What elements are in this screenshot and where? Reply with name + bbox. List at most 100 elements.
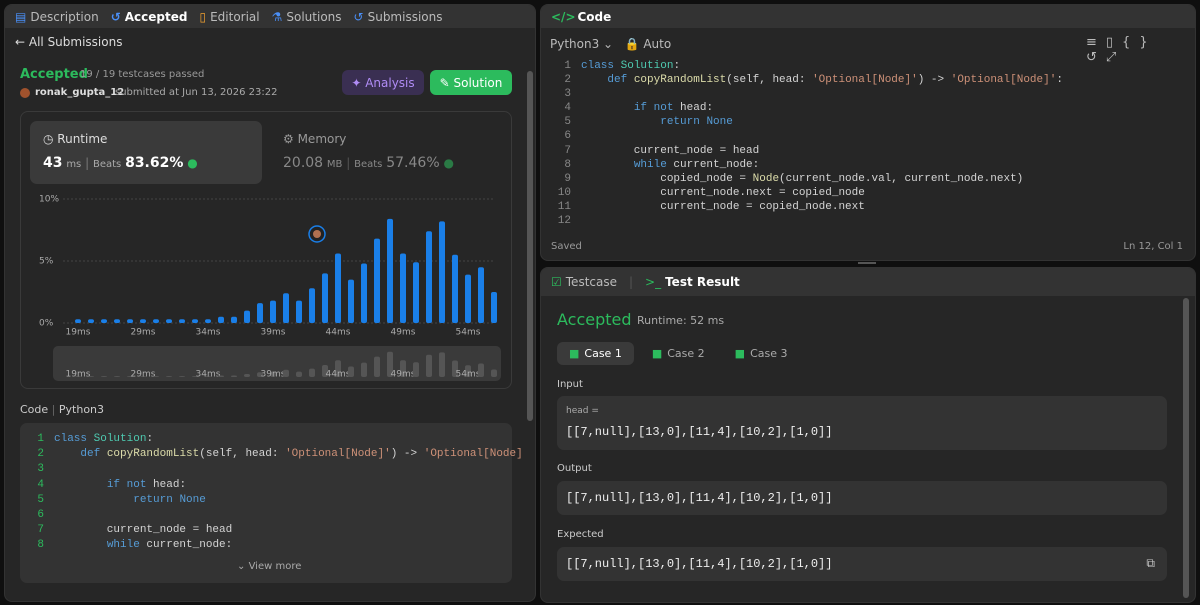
expected-label: Expected bbox=[557, 529, 604, 540]
code-token: current_node = copied_node.next bbox=[581, 200, 865, 213]
x-tick-label: 29ms bbox=[131, 328, 156, 338]
overview-bar bbox=[348, 366, 354, 377]
code-token bbox=[614, 60, 621, 72]
code-line: 4 if not head: bbox=[541, 101, 1181, 115]
status: Accepted bbox=[20, 67, 88, 82]
case-check[interactable]: ■ bbox=[569, 347, 580, 360]
tab[interactable]: ↺ Accepted bbox=[111, 10, 188, 24]
code-token: current_node: bbox=[139, 539, 233, 552]
stats-card bbox=[20, 111, 512, 389]
tab-label[interactable]: Accepted bbox=[124, 9, 188, 24]
line-number: 7 bbox=[564, 144, 571, 157]
input-value: [[7,null],[13,0],[11,4],[10,2],[1,0]] bbox=[566, 425, 833, 439]
username[interactable]: ronak_gupta_12 bbox=[35, 87, 125, 98]
tab-label[interactable]: Submissions bbox=[367, 9, 443, 24]
code-line: 1 class Solution: bbox=[541, 59, 1181, 73]
test-panel: ☑ Testcase | >_ Test Result Accepted Runtime… bbox=[540, 267, 1196, 603]
resize-handle[interactable] bbox=[858, 262, 876, 264]
overview-bar bbox=[244, 374, 250, 377]
input-var: head = bbox=[566, 406, 599, 416]
case-tab[interactable]: ■ Case 3 bbox=[723, 342, 800, 365]
tab-icon[interactable]: ▯ bbox=[199, 9, 207, 24]
value: 20.08 bbox=[283, 155, 324, 171]
tab-label[interactable]: Solutions bbox=[286, 9, 342, 24]
view-more-text[interactable]: View more bbox=[248, 561, 302, 572]
result-runtime: Runtime: 52 ms bbox=[637, 314, 725, 327]
mode[interactable]: Auto bbox=[643, 37, 672, 51]
code-text: current_node = head bbox=[581, 145, 759, 157]
copy-icon[interactable]: ⧉ bbox=[1146, 556, 1155, 570]
code-text: copied_node = Node(current_node.val, cur… bbox=[581, 173, 1023, 185]
button-text[interactable]: Analysis bbox=[365, 75, 415, 90]
code-line: 7 current_node = head bbox=[541, 144, 1181, 158]
overview-bar bbox=[166, 376, 172, 377]
code-line: 12 bbox=[541, 214, 1181, 228]
input-label: Input bbox=[557, 379, 583, 390]
tab-icon[interactable]: ↺ bbox=[110, 9, 121, 24]
bar bbox=[374, 238, 380, 323]
tab[interactable]: Test Result bbox=[665, 275, 740, 289]
code-text: while current_node: bbox=[581, 159, 759, 171]
case-tab[interactable]: ■ Case 1 bbox=[557, 342, 634, 365]
tab-label[interactable]: Editorial bbox=[210, 9, 260, 24]
tab-label[interactable]: Description bbox=[30, 9, 99, 24]
solution-button[interactable]: ✎ Solution bbox=[430, 70, 512, 95]
tab[interactable]: ▤ Description bbox=[15, 10, 99, 24]
code-line: 11 current_node = copied_node.next bbox=[541, 200, 1181, 214]
code-token: 'Optional[Node]' bbox=[950, 74, 1057, 87]
code-line: 6 bbox=[541, 129, 1181, 143]
code-token: current_node.next = copied_node bbox=[581, 186, 865, 199]
analysis-button[interactable]: ✦ Analysis bbox=[342, 70, 424, 95]
case-tab[interactable]: ■ Case 2 bbox=[640, 342, 717, 365]
back-link[interactable]: ← All Submissions bbox=[15, 35, 123, 49]
view-more[interactable]: ⌄ View more bbox=[237, 561, 302, 572]
overview-tick-label: 34ms bbox=[196, 370, 221, 380]
code-line: 5 return None bbox=[20, 493, 512, 508]
tab[interactable]: ▯ Editorial bbox=[199, 10, 259, 24]
language-select[interactable]: Python3 bbox=[550, 37, 600, 51]
button-text[interactable]: Solution bbox=[453, 75, 503, 90]
bar bbox=[491, 292, 497, 323]
code-token: 'Optional[Node]' bbox=[812, 74, 918, 87]
code-token: while bbox=[633, 158, 667, 171]
case-check[interactable]: ■ bbox=[734, 347, 746, 360]
runtime-card[interactable] bbox=[30, 121, 262, 184]
tab-icon[interactable]: ▤ bbox=[15, 9, 27, 24]
case-label[interactable]: Case 2 bbox=[667, 347, 705, 360]
toolbar-icons[interactable]: ≡▯{}↺⤢ bbox=[1086, 35, 1157, 65]
code-token: def bbox=[80, 448, 101, 461]
tab[interactable]: ⚗ Solutions bbox=[272, 10, 342, 24]
overview-bar bbox=[452, 360, 458, 377]
code-token bbox=[54, 539, 107, 551]
code-text: return None bbox=[581, 116, 733, 128]
code-token bbox=[54, 479, 107, 491]
case-label[interactable]: Case 1 bbox=[584, 347, 622, 360]
line-number: 1 bbox=[564, 60, 571, 72]
testcases: 19 / 19 testcases passed bbox=[80, 69, 205, 80]
case-check[interactable]: ■ bbox=[651, 347, 663, 360]
code-token: class bbox=[581, 60, 615, 72]
tab[interactable]: Testcase bbox=[565, 275, 617, 289]
code-token bbox=[581, 74, 607, 86]
bar bbox=[465, 274, 471, 323]
result-status: Accepted bbox=[557, 310, 632, 329]
tab[interactable]: ↺ Submissions bbox=[354, 10, 443, 24]
editor-panel: </> Code Python3 ⌄ 🔒 Auto ≡▯{}↺⤢ 1 class S… bbox=[540, 4, 1196, 261]
case-label[interactable]: Case 3 bbox=[750, 347, 788, 360]
test-tabs: ☑ Testcase | >_ Test Result bbox=[541, 268, 1195, 296]
bar bbox=[322, 273, 328, 323]
scrollbar[interactable] bbox=[527, 71, 533, 421]
overview-bar bbox=[296, 371, 302, 377]
tab-icon[interactable]: ↺ bbox=[353, 9, 364, 24]
code-token bbox=[87, 433, 94, 445]
code-block: 1 class Solution: 2 def copyRandomList(sel… bbox=[20, 423, 523, 583]
tab-icon[interactable]: ⚗ bbox=[271, 9, 283, 24]
code-line: 2 def copyRandomList(self, head: 'Option… bbox=[541, 73, 1181, 87]
overview-bar bbox=[478, 363, 484, 377]
line-number: 2 bbox=[37, 448, 44, 461]
back-link-text[interactable]: All Submissions bbox=[28, 35, 123, 49]
line-number: 8 bbox=[564, 158, 571, 171]
overview-bar bbox=[205, 376, 211, 377]
code-token: copyRandomList bbox=[633, 74, 727, 87]
scrollbar[interactable] bbox=[1183, 298, 1189, 598]
